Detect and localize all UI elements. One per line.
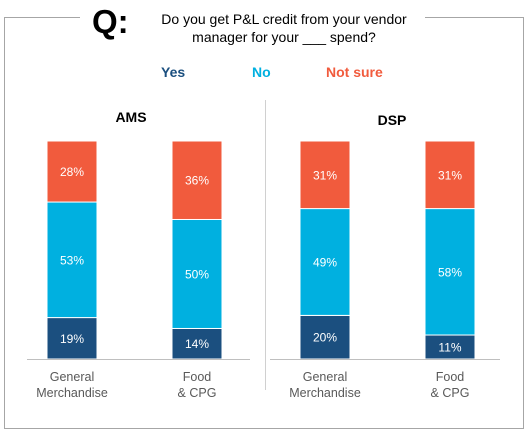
legend-no: No xyxy=(252,64,271,80)
bar-ams-cat1-no xyxy=(46,201,98,319)
category-label-dsp-cat2-line1: Food xyxy=(436,370,465,384)
category-label-ams-cat1-line2: Merchandise xyxy=(36,386,108,400)
data-label-dsp-cat2-yes: 11% xyxy=(438,341,461,355)
data-label-ams-cat2-not-sure: 36% xyxy=(185,174,209,188)
category-label-dsp-cat1-line2: Merchandise xyxy=(289,386,361,400)
data-label-dsp-cat2-no: 58% xyxy=(438,265,462,279)
bar-ams-cat2-no xyxy=(171,218,223,329)
bar-ams-cat2-yes xyxy=(171,327,223,360)
bar-ams-cat2-not-sure xyxy=(171,140,223,220)
data-label-dsp-cat1-not-sure: 31% xyxy=(313,168,337,182)
bar-dsp-cat2-no xyxy=(424,208,476,336)
bar-dsp-cat1-no xyxy=(299,208,351,316)
question-box: Q: Do you get P&L credit from your vendo… xyxy=(80,2,425,46)
question-line-2: manager for your ___ spend? xyxy=(192,29,376,45)
question-text: Do you get P&L credit from your vendor m… xyxy=(144,10,424,46)
data-label-dsp-cat1-no: 49% xyxy=(313,255,337,269)
category-label-ams-cat2-line1: Food xyxy=(183,370,212,384)
category-label-dsp-cat2-line2: & CPG xyxy=(431,386,470,400)
question-prefix: Q: xyxy=(92,3,129,40)
category-label-ams-cat1-line1: General xyxy=(50,370,94,384)
panel-title-ams: AMS xyxy=(115,109,146,125)
data-label-ams-cat1-yes: 19% xyxy=(60,332,84,346)
panel-divider xyxy=(265,100,266,390)
data-label-ams-cat1-no: 53% xyxy=(60,253,84,267)
legend-not-sure: Not sure xyxy=(326,64,383,80)
data-label-ams-cat2-no: 50% xyxy=(185,267,209,281)
question-line-1: Do you get P&L credit from your vendor xyxy=(161,11,407,27)
legend-yes: Yes xyxy=(161,64,186,80)
category-label-dsp-cat1-line1: General xyxy=(303,370,347,384)
category-label-ams-cat2-line2: & CPG xyxy=(178,386,217,400)
bar-dsp-cat1-not-sure xyxy=(299,140,351,210)
data-label-dsp-cat1-yes: 20% xyxy=(313,331,337,345)
data-label-ams-cat2-yes: 14% xyxy=(185,337,209,351)
bar-ams-cat1-not-sure xyxy=(46,140,98,203)
data-label-ams-cat1-not-sure: 28% xyxy=(60,165,84,179)
data-label-dsp-cat2-not-sure: 31% xyxy=(438,168,462,182)
panel-title-dsp: DSP xyxy=(378,112,407,128)
bar-dsp-cat2-not-sure xyxy=(424,140,476,210)
